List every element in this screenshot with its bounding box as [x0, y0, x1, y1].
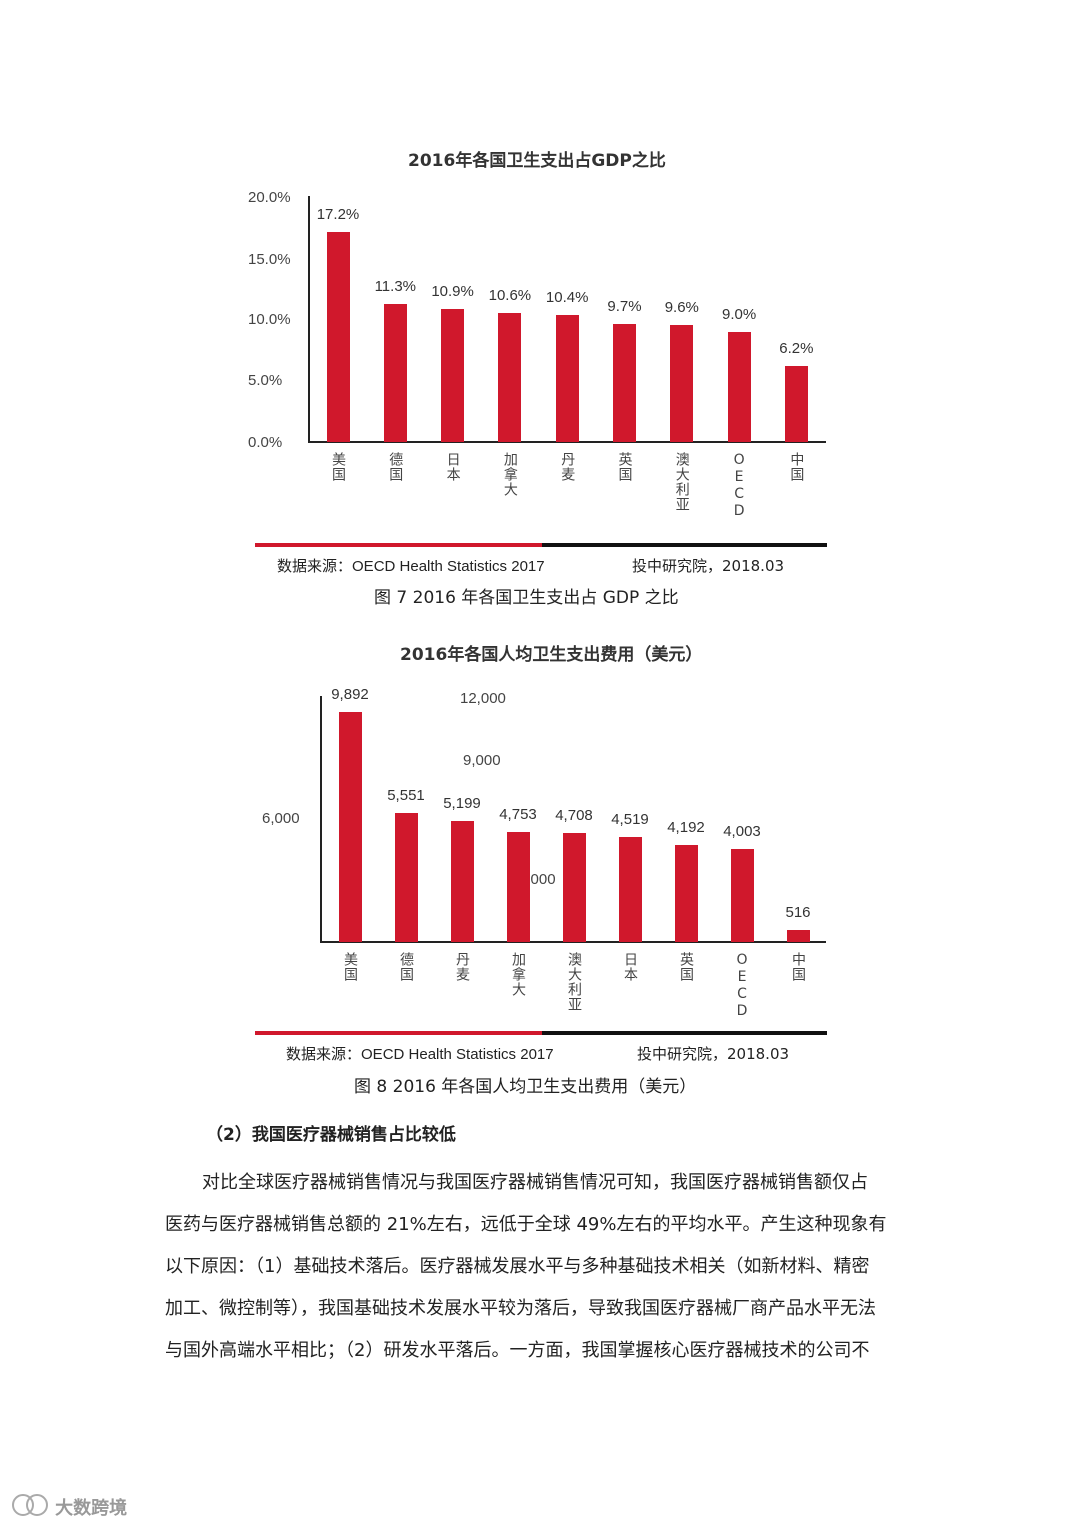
- y-tick-label: 15.0%: [248, 251, 291, 268]
- figure-caption-1: 图 7 2016 年各国卫生支出占 GDP 之比: [374, 588, 679, 608]
- data-label: 10.4%: [545, 289, 589, 307]
- category-label: 德国: [387, 452, 404, 482]
- bar: [670, 324, 694, 442]
- category-label: 加拿大: [510, 952, 526, 997]
- data-label: 9.6%: [664, 298, 699, 316]
- paragraph-line: 对比全球医疗器械销售情况与我国医疗器械销售情况可知，我国医疗器械销售额仅占: [202, 1172, 868, 1193]
- paragraph-line: 医药与医疗器械销售总额的 21%左右，远低于全球 49%左右的平均水平。产生这种…: [165, 1214, 887, 1235]
- source-rule-red-1: [255, 543, 542, 547]
- bar: [727, 332, 751, 442]
- category-label: 日本: [444, 452, 461, 482]
- figure-caption-2: 图 8 2016 年各国人均卫生支出费用（美元）: [354, 1077, 697, 1097]
- source-org-1: 投中研究院，2018.03: [632, 557, 785, 575]
- category-label: OECD: [734, 952, 750, 1020]
- data-label: 10.6%: [488, 286, 532, 304]
- body-paragraph: 对比全球医疗器械销售情况与我国医疗器械销售情况可知，我国医疗器械销售额仅占 医药…: [165, 1162, 886, 1372]
- source-label: 数据来源：: [286, 1045, 362, 1063]
- category-label: 日本: [622, 952, 638, 982]
- chart-1-y-axis: [308, 196, 310, 442]
- data-label: 4,708: [555, 806, 593, 824]
- watermark-text: 大数跨境: [55, 1498, 128, 1519]
- bar: [383, 304, 407, 442]
- category-label: 英国: [678, 952, 694, 982]
- data-label: 4,003: [723, 822, 761, 840]
- category-label: 丹麦: [559, 452, 576, 482]
- chart-2-title: 2016年各国人均卫生支出费用（美元）: [400, 645, 703, 665]
- data-label: 10.9%: [431, 283, 474, 301]
- bar: [730, 848, 754, 942]
- watermark: 大数跨境: [10, 1492, 127, 1522]
- category-label: 英国: [616, 452, 633, 482]
- source-note-1: 数据来源：OECD Health Statistics 2017: [277, 555, 545, 576]
- section-heading: （2）我国医疗器械销售占比较低: [206, 1125, 456, 1145]
- bar: [441, 309, 465, 442]
- y-tick-label: 12,000: [460, 690, 506, 707]
- watermark-logo-icon: [10, 1492, 50, 1522]
- y-tick-label: 10.0%: [248, 311, 291, 328]
- bar: [786, 930, 810, 942]
- category-label: OECD: [731, 452, 748, 520]
- data-label: 5,199: [443, 795, 481, 813]
- data-label: 11.3%: [374, 278, 416, 296]
- bar: [784, 366, 808, 442]
- source-name: OECD Health Statistics 2017: [352, 558, 545, 575]
- y-tick-label: 5.0%: [248, 372, 283, 389]
- bar: [555, 315, 579, 442]
- bar: [394, 813, 418, 942]
- chart-2-x-axis: [320, 941, 826, 943]
- category-label: 中国: [790, 952, 806, 982]
- data-label: 4,519: [611, 810, 649, 828]
- chart-1-x-axis: [308, 441, 826, 443]
- source-org-2: 投中研究院，2018.03: [637, 1045, 790, 1063]
- bar: [506, 831, 530, 942]
- category-label: 加拿大: [501, 452, 518, 497]
- data-label: 4,753: [499, 805, 537, 823]
- category-label: 德国: [398, 952, 414, 982]
- chart-1-title: 2016年各国卫生支出占GDP之比: [408, 151, 666, 171]
- category-label: 澳大利亚: [566, 952, 582, 1012]
- y-tick-label: 6,000: [262, 810, 300, 827]
- paragraph-line: 加工、微控制等），我国基础技术发展水平较为落后，导致我国医疗器械厂商产品水平无法: [165, 1298, 876, 1319]
- category-label: 美国: [330, 452, 346, 482]
- data-label: 9.7%: [607, 297, 642, 315]
- bar: [613, 323, 636, 442]
- bar: [498, 312, 522, 442]
- bar: [338, 712, 362, 942]
- data-label: 9,892: [331, 686, 369, 704]
- y-tick-label: 9,000: [463, 752, 501, 769]
- source-rule-red-2: [255, 1031, 542, 1035]
- data-label: 9.0%: [721, 306, 757, 324]
- bar: [562, 832, 586, 942]
- category-label: 中国: [788, 452, 805, 482]
- category-label: 澳大利亚: [673, 452, 690, 512]
- data-label: 6.2%: [779, 340, 814, 358]
- data-label: 17.2%: [316, 206, 360, 224]
- data-label: 4,192: [667, 818, 705, 836]
- category-label: 丹麦: [454, 952, 470, 982]
- bar: [450, 821, 474, 942]
- paragraph-line: 以下原因：（1）基础技术落后。医疗器械发展水平与多种基础技术相关（如新材料、精密: [165, 1256, 870, 1277]
- category-label: 美国: [342, 952, 358, 982]
- y-tick-label: 0.0%: [248, 434, 283, 451]
- source-note-2: 数据来源：OECD Health Statistics 2017: [286, 1043, 554, 1064]
- bar: [618, 836, 642, 942]
- data-label: 5,551: [387, 787, 425, 804]
- chart-2-y-axis: [320, 696, 322, 943]
- source-name: OECD Health Statistics 2017: [361, 1046, 554, 1063]
- source-rule-black-2: [542, 1031, 827, 1035]
- source-label: 数据来源：: [277, 557, 353, 575]
- data-label: 516: [785, 904, 811, 921]
- bar: [674, 844, 698, 942]
- bar: [326, 232, 350, 442]
- source-rule-black-1: [542, 543, 827, 547]
- y-tick-label: 20.0%: [248, 189, 291, 206]
- paragraph-line: 与国外高端水平相比；（2）研发水平落后。一方面，我国掌握核心医疗器械技术的公司不: [165, 1340, 870, 1361]
